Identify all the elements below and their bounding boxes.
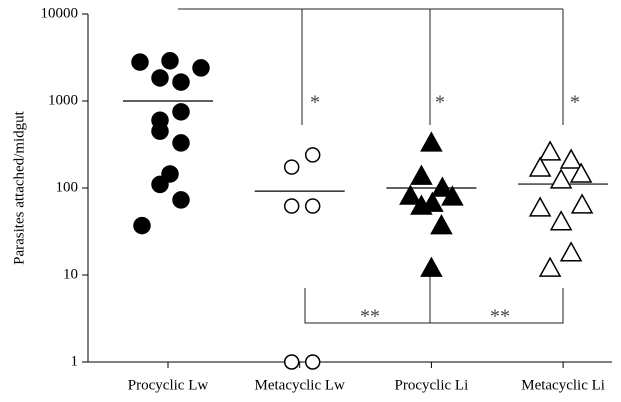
data-point [430, 214, 453, 235]
data-point [131, 53, 149, 71]
data-point [304, 147, 321, 163]
data-point [569, 162, 593, 183]
data-point [192, 59, 210, 77]
data-point [420, 131, 443, 152]
data-point [161, 165, 179, 183]
significance-label: * [435, 92, 445, 114]
data-point [283, 354, 300, 370]
x-tick-label: Procyclic Lw [128, 377, 209, 393]
data-point [549, 168, 573, 189]
data-point [172, 103, 190, 121]
data-point [172, 134, 190, 152]
y-tick-label: 1 [71, 353, 79, 369]
data-point [151, 69, 169, 87]
data-point [304, 198, 321, 214]
data-point [559, 241, 583, 262]
data-point [151, 122, 169, 140]
significance-brackets [178, 8, 564, 324]
data-point [151, 175, 169, 194]
data-point [172, 73, 190, 91]
data-point [410, 164, 433, 185]
data-point [538, 256, 562, 277]
significance-label: * [310, 92, 320, 114]
data-point [549, 210, 573, 231]
data-point [304, 354, 321, 370]
y-tick-label: 10 [63, 266, 78, 282]
data-point [420, 256, 443, 277]
data-point [431, 176, 454, 197]
data-point [283, 159, 300, 175]
significance-label: ** [360, 306, 380, 328]
x-tick-label: Metacyclic Lw [255, 377, 346, 393]
data-point [528, 196, 552, 217]
data-point [528, 156, 552, 177]
y-tick-label: 1000 [48, 92, 78, 108]
data-point [421, 191, 444, 212]
y-tick-label: 100 [56, 179, 79, 195]
data-point [538, 140, 562, 161]
y-axis-label: Parasites attached/midgut [11, 110, 27, 265]
data-point [570, 193, 594, 214]
data-point [559, 148, 583, 169]
data-point [133, 216, 151, 235]
data-point [161, 52, 179, 70]
data-point [283, 198, 300, 214]
data-point [399, 184, 422, 205]
y-tick-label: 10000 [41, 5, 79, 21]
significance-label: * [570, 92, 580, 114]
data-point [441, 185, 464, 206]
x-tick-label: Procyclic Li [395, 377, 469, 393]
significance-label: ** [490, 306, 510, 328]
x-tick-label: Metacyclic Li [521, 377, 605, 393]
data-point [172, 191, 190, 209]
